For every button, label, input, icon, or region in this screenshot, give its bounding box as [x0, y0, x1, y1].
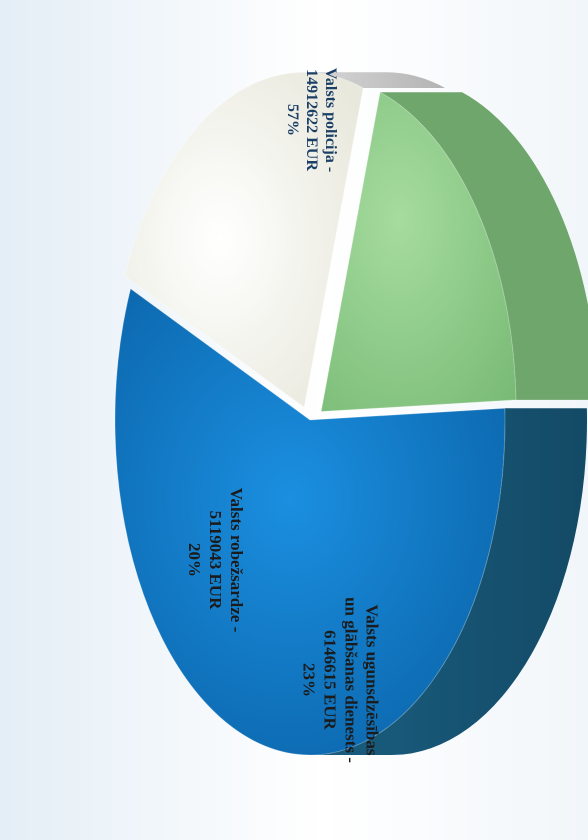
data-label-policija-line-1: Valsts policija - — [322, 68, 339, 172]
pie-slice-side-robezsardze — [380, 92, 588, 400]
data-label-policija-line-3: 57% — [284, 104, 301, 136]
data-label-robezsardze-line-1: Valsts robežsardze - — [227, 488, 246, 633]
pie-slice-policija — [114, 287, 506, 756]
pie-slice-side-ugunsdzesiba — [304, 72, 446, 88]
data-label-robezsardze-line-3: 20% — [185, 543, 204, 577]
data-label-ugunsdzesiba-line-2: un glābšanas dienests - — [342, 597, 361, 763]
data-label-ugunsdzesiba-line-3: 6146615 EUR — [321, 630, 340, 730]
pie-slice-side-policija — [310, 408, 588, 755]
data-label-ugunsdzesiba-line-4: 23% — [300, 663, 319, 697]
data-label-ugunsdzesiba-line-1: Valsts ugunsdzēsības — [363, 604, 382, 755]
pie-slice-ugunsdzesiba — [124, 71, 364, 409]
data-label-robezsardze-line-2: 5119043 EUR — [206, 511, 225, 610]
pie-slice-robezsardze — [320, 91, 517, 413]
data-label-policija-line-2: 14912622 EUR — [303, 69, 320, 171]
